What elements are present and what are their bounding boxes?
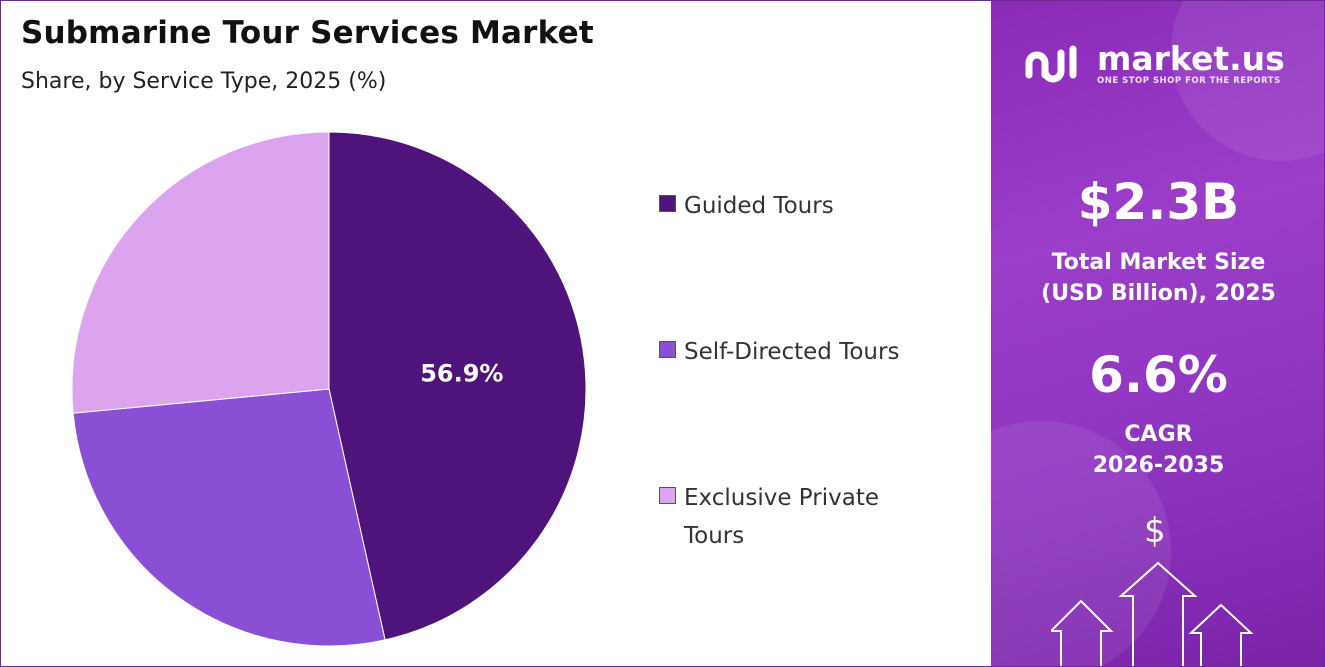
pie-slice-exclusive-private-tours [71,131,330,414]
cagr-value: 6.6% [1089,346,1228,404]
cagr-period: 2026-2035 [1092,453,1225,478]
chart-title: Submarine Tour Services Market [21,15,594,51]
market-us-logo-icon [1025,45,1077,83]
legend-item-self-directed-tours: Self-Directed Tours [659,333,934,371]
market-size-label: Total Market Size [1051,250,1266,275]
legend-label: Self-Directed Tours [684,339,900,365]
brand-logo: market.us ONE STOP SHOP FOR THE REPORTS [1023,41,1285,87]
legend-swatch [659,195,676,212]
legend-swatch [659,487,676,504]
legend-label: Exclusive Private Tours [684,485,879,549]
chart-subtitle: Share, by Service Type, 2025 (%) [21,69,387,94]
market-size-value: $2.3B [1077,173,1240,231]
chart-panel: Submarine Tour Services Market Share, by… [1,1,991,666]
cagr-label: CAGR [1124,422,1193,447]
brand-tagline: ONE STOP SHOP FOR THE REPORTS [1097,76,1281,86]
stats-sidebar: market.us ONE STOP SHOP FOR THE REPORTS … [991,1,1324,666]
pie-slice-guided-tours [328,131,587,641]
pie-data-label: 56.9% [420,359,503,387]
growth-arrows-icon [1051,561,1254,666]
legend-item-guided-tours: Guided Tours [659,187,934,225]
legend-label: Guided Tours [684,193,834,219]
market-size-label-unit: (USD Billion), 2025 [1041,281,1276,306]
pie-chart: 56.9% [71,131,587,647]
dollar-icon: $ [1144,511,1166,551]
legend-item-exclusive-private-tours: Exclusive Private Tours [659,479,934,555]
brand-name: market.us [1097,39,1285,78]
brand-text: market.us ONE STOP SHOP FOR THE REPORTS [1097,39,1285,87]
pie-slice-self-directed-tours [72,388,386,647]
legend-swatch [659,341,676,358]
